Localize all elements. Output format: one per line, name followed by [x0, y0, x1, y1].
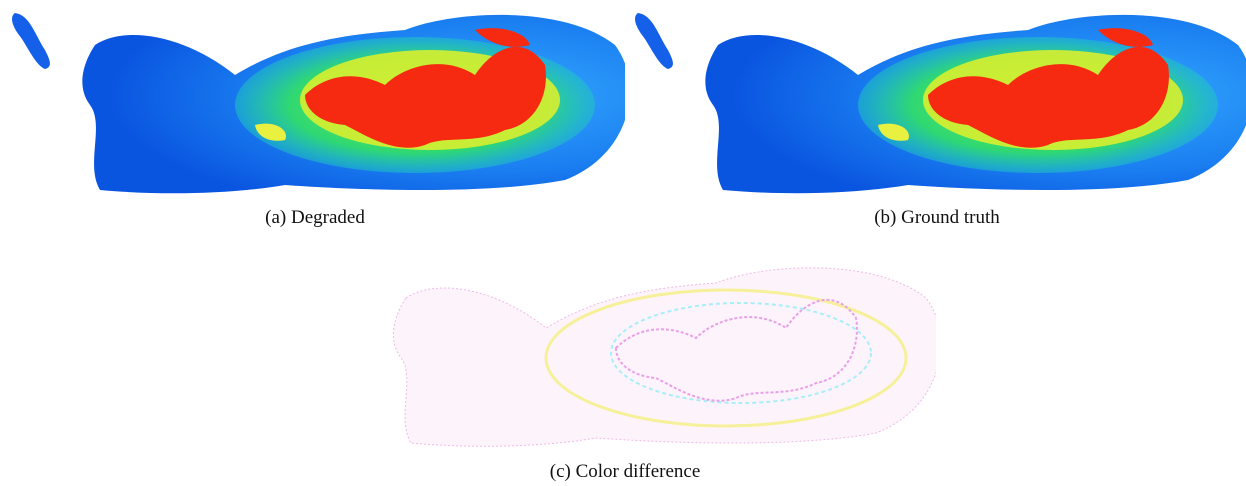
- figure-page: (a) Degraded (b) Ground truth (c) Color …: [0, 0, 1246, 486]
- ground-truth-image: [628, 5, 1246, 195]
- caption: (a) Degraded: [265, 207, 365, 229]
- degraded-image: [5, 5, 625, 195]
- difference-image: [316, 258, 936, 448]
- caption: (c) Color difference: [550, 461, 701, 483]
- caption: (b) Ground truth: [874, 207, 1000, 229]
